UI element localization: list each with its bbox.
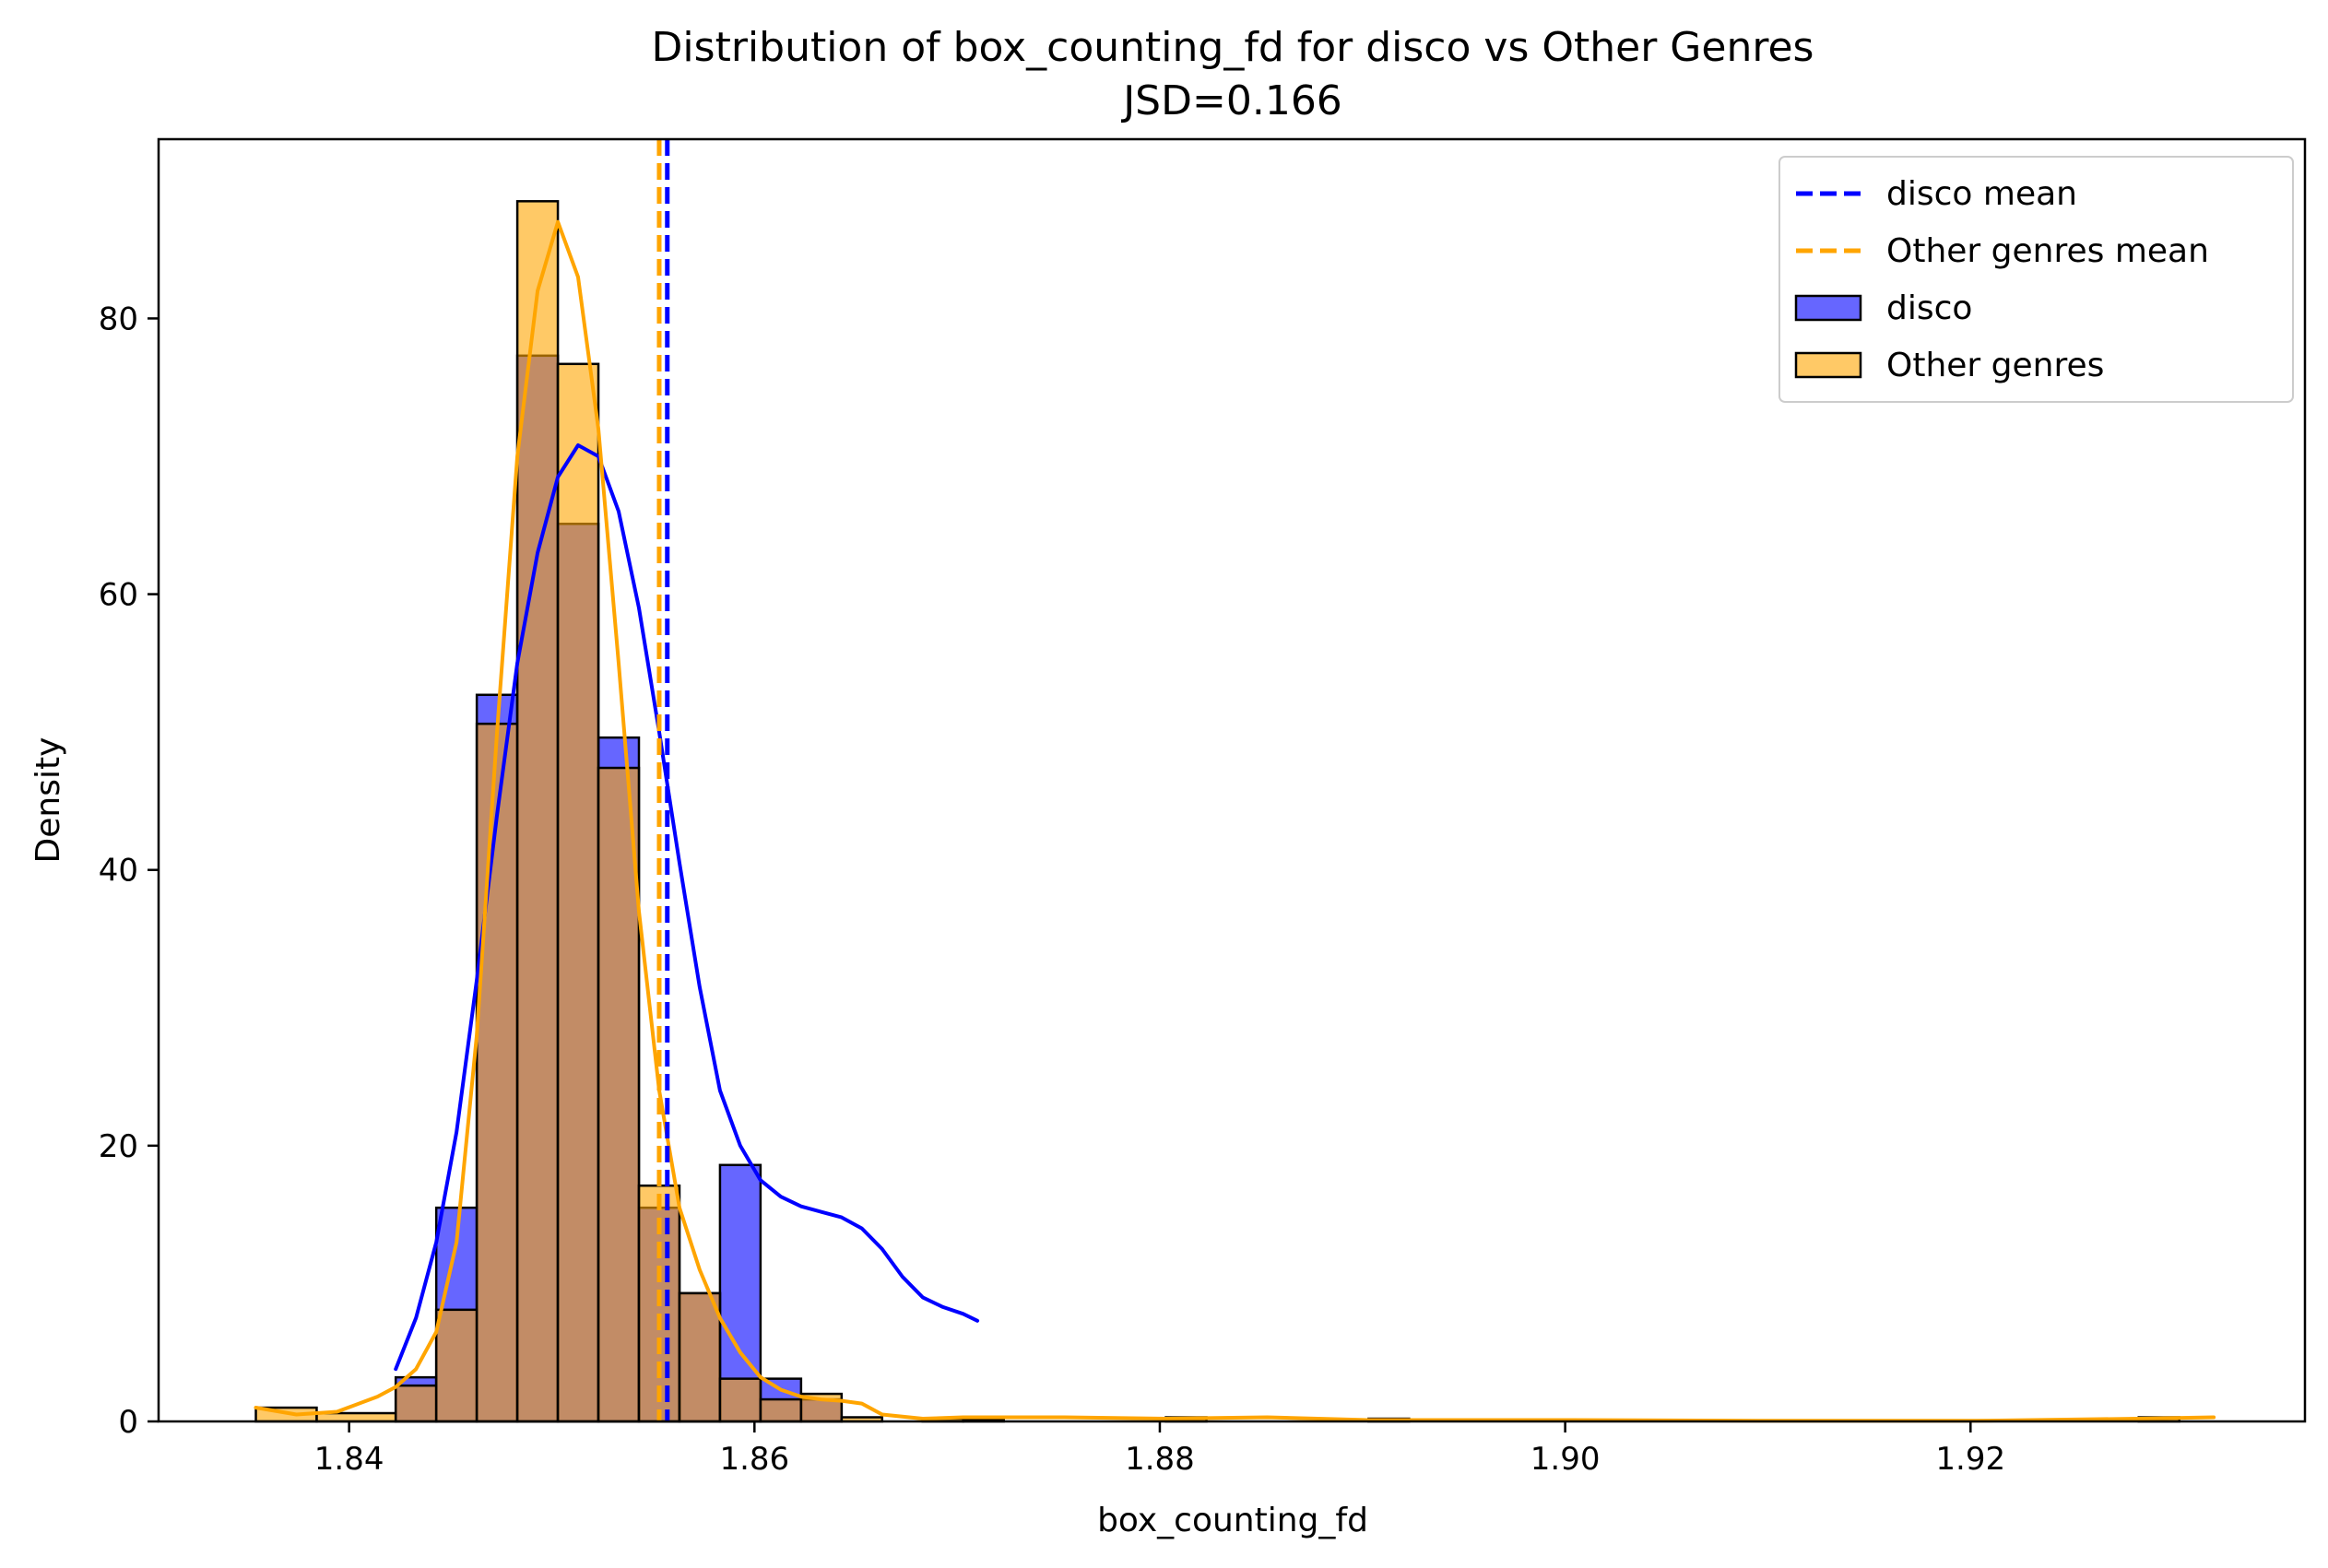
histogram-bar-other-genres	[434, 1308, 479, 1423]
x-tick-label: 1.86	[719, 1441, 789, 1478]
histogram-bar-other-genres	[556, 362, 600, 1423]
axes: 1.84 1.86 1.88 1.90 1.92 0 20 40 60 80	[99, 137, 2307, 1478]
legend-label: disco	[1886, 289, 1972, 327]
histogram-bar-other-genres	[475, 722, 519, 1423]
histogram-bar-other-genres	[718, 1377, 762, 1423]
legend-label: Other genres	[1886, 347, 2104, 384]
x-tick-label: 1.84	[314, 1441, 384, 1478]
legend-swatch-patch	[1794, 351, 1862, 379]
y-tick-label: 0	[118, 1404, 138, 1441]
plot-area	[254, 139, 2216, 1423]
kde-curve-other-genres	[254, 219, 2216, 1423]
x-tick-label: 1.88	[1125, 1441, 1195, 1478]
histogram-bar-other-genres	[597, 766, 641, 1423]
histogram-bar-other-genres	[515, 200, 560, 1423]
histogram-bar-other-genres	[315, 1411, 397, 1423]
y-axis-label: Density	[30, 737, 67, 864]
y-tick-label: 40	[99, 853, 138, 890]
histogram-bar-other-genres	[759, 1397, 803, 1423]
kde-curve-disco	[394, 443, 980, 1372]
histogram-bar-other-genres	[678, 1291, 722, 1423]
histogram-bar-other-genres	[394, 1384, 438, 1423]
legend-box	[1778, 156, 2294, 403]
legend: disco mean Other genres mean disco Other ge…	[1778, 156, 2294, 403]
legend-swatch-patch	[1794, 294, 1862, 322]
x-axis-label: box_counting_fd	[1097, 1502, 1368, 1539]
y-tick-label: 60	[99, 577, 138, 614]
y-tick-label: 80	[99, 301, 138, 337]
legend-label: Other genres mean	[1886, 232, 2209, 270]
x-tick-label: 1.92	[1935, 1441, 2005, 1478]
x-tick-label: 1.90	[1530, 1441, 1601, 1478]
axes-frame	[157, 137, 2307, 1423]
chart-subtitle: JSD=0.166	[1120, 77, 1342, 124]
chart-title: Distribution of box_counting_fd for disc…	[652, 24, 1814, 71]
y-tick-label: 20	[99, 1128, 138, 1165]
legend-label: disco mean	[1886, 175, 2077, 213]
